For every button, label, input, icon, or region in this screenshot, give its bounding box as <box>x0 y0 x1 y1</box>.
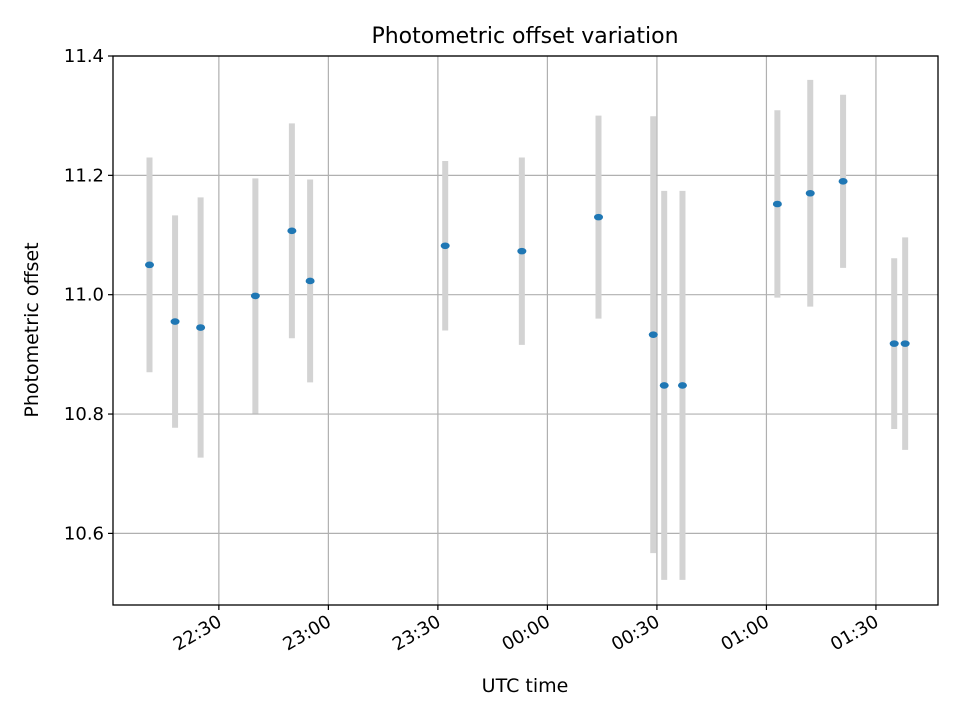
data-point <box>440 242 450 250</box>
data-point <box>772 200 782 208</box>
data-point <box>594 213 604 221</box>
data-point <box>250 292 260 300</box>
x-tick-label: 01:30 <box>827 611 882 655</box>
data-point <box>659 382 669 389</box>
x-tick-label: 22:30 <box>170 611 225 655</box>
x-axis-label: UTC time <box>482 675 569 697</box>
data-point <box>145 261 155 269</box>
y-tick-label: 10.8 <box>64 404 104 425</box>
data-point <box>305 277 315 285</box>
y-tick-label: 11.4 <box>64 46 104 67</box>
data-point <box>196 324 206 331</box>
x-tick-label: 00:30 <box>608 611 663 655</box>
grid-lines <box>113 55 938 605</box>
chart-title: Photometric offset variation <box>371 24 678 49</box>
plot-frame <box>112 55 939 606</box>
y-axis-label: Photometric offset <box>21 242 43 417</box>
data-point <box>648 331 658 338</box>
y-tick-label: 11.2 <box>64 165 104 186</box>
axis-ticks: 22:30 23:00 23:30 00:00 00:30 01:00 01:30 10.6 1… <box>64 46 883 655</box>
y-tick-label: 11.0 <box>64 285 104 306</box>
data-point <box>900 340 910 347</box>
x-tick-label: 01:00 <box>718 611 773 655</box>
x-tick-label: 23:30 <box>389 611 444 655</box>
data-point <box>838 178 848 185</box>
data-points <box>145 178 910 389</box>
data-point <box>677 382 687 389</box>
x-tick-label: 00:00 <box>498 611 553 655</box>
data-point <box>287 227 297 235</box>
data-point <box>889 340 899 347</box>
data-point <box>170 318 180 325</box>
data-point <box>517 247 527 255</box>
errorbars <box>146 79 909 580</box>
data-point <box>805 189 815 197</box>
y-tick-label: 10.6 <box>64 523 104 544</box>
x-tick-label: 23:00 <box>279 611 334 655</box>
